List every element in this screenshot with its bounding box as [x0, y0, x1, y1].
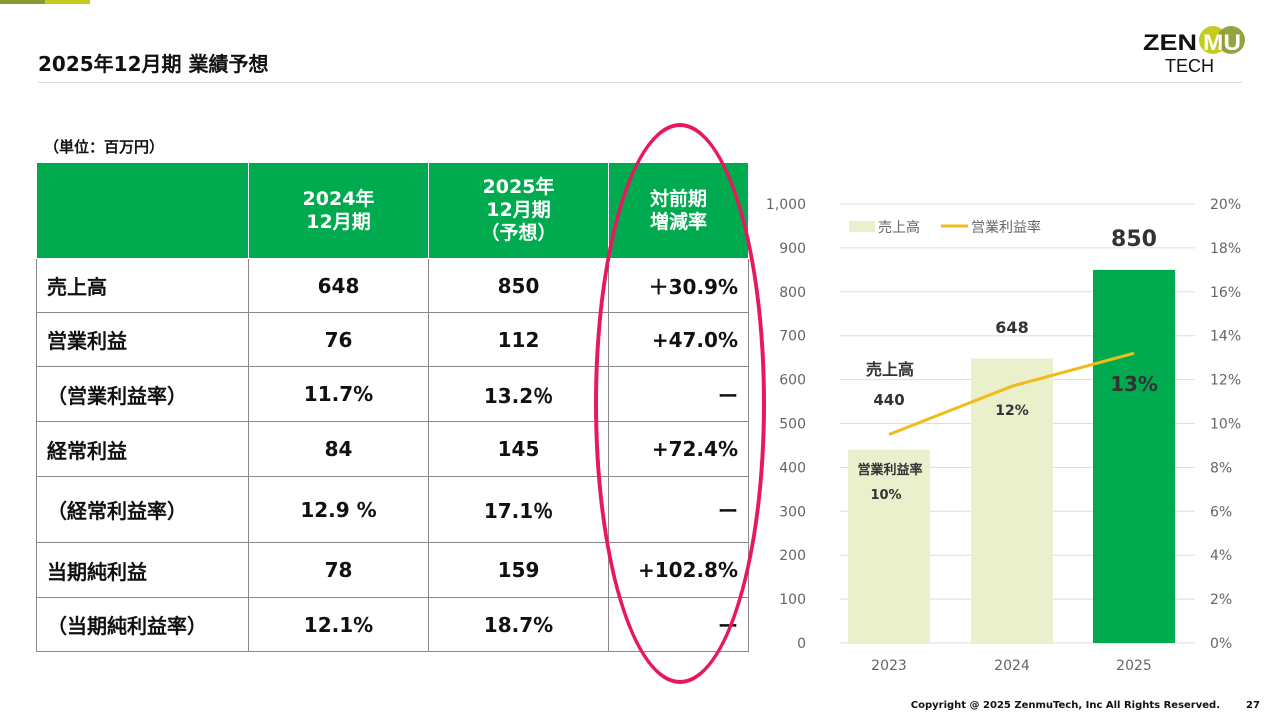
- right-tick-label: 6%: [1210, 504, 1232, 520]
- divider: [38, 82, 1242, 83]
- cell-label: 営業利益: [36, 312, 249, 367]
- accent-bar: [45, 0, 90, 4]
- zenmu-logo: ZEN MU TECH: [1143, 26, 1245, 76]
- cell-y2025: 145: [428, 421, 609, 477]
- right-tick-label: 8%: [1210, 460, 1232, 476]
- right-tick-label: 20%: [1210, 197, 1241, 213]
- x-tick-label: 2023: [871, 658, 907, 674]
- left-tick-label: 900: [779, 241, 806, 257]
- right-tick-label: 4%: [1210, 548, 1232, 564]
- left-tick-label: 200: [779, 548, 806, 564]
- bar-2023: [848, 449, 930, 643]
- right-tick-label: 16%: [1210, 285, 1241, 301]
- legend-label-margin: 営業利益率: [971, 219, 1041, 236]
- right-tick-label: 12%: [1210, 373, 1241, 389]
- legend-label-sales: 売上高: [878, 219, 920, 236]
- cell-y2025: 850: [428, 258, 609, 313]
- cell-y2024: 12.9 %: [248, 476, 429, 543]
- cell-y2025: 17.1％: [428, 476, 609, 543]
- unit-label: （単位：百万円）: [44, 138, 165, 156]
- bar-2025: [1093, 269, 1175, 643]
- copyright: Copyright @ 2025 ZenmuTech, Inc All Righ…: [910, 700, 1220, 711]
- rate-value-label: 13%: [1110, 372, 1158, 396]
- annotation-sales: 売上高: [866, 360, 914, 379]
- svg-text:TECH: TECH: [1165, 56, 1214, 76]
- bar-value-label: 440: [873, 391, 904, 409]
- left-tick-label: 800: [779, 285, 806, 301]
- cell-y2025: 112: [428, 312, 609, 367]
- bar-value-label: 850: [1111, 227, 1157, 252]
- header-cell: [36, 162, 249, 259]
- left-tick-label: 100: [779, 592, 806, 608]
- cell-y2024: 78: [248, 542, 429, 598]
- header-cell: 2024年 12月期: [248, 162, 429, 259]
- cell-label: （営業利益率）: [36, 366, 249, 422]
- cell-y2024: 12.1%: [248, 597, 429, 652]
- rate-value-label: 12%: [995, 403, 1029, 419]
- bar-value-label: 648: [995, 318, 1028, 337]
- cell-label: 経常利益: [36, 421, 249, 477]
- right-tick-label: 10%: [1210, 417, 1241, 433]
- right-tick-label: 18%: [1210, 241, 1241, 257]
- left-tick-label: 1,000: [766, 197, 806, 213]
- svg-text:MU: MU: [1203, 30, 1241, 55]
- cell-label: （当期純利益率）: [36, 597, 249, 652]
- svg-text:ZEN: ZEN: [1143, 30, 1197, 55]
- bar-2024: [971, 358, 1053, 643]
- cell-y2025: 18.7%: [428, 597, 609, 652]
- left-tick-label: 700: [779, 329, 806, 345]
- legend-swatch-sales: [849, 221, 875, 232]
- header-cell: 2025年 12月期 （予想）: [428, 162, 609, 259]
- page-number: 27: [1246, 700, 1260, 711]
- table-header-row: 2024年 12月期 2025年 12月期 （予想） 対前期 増減率: [36, 162, 749, 259]
- left-tick-label: 0: [797, 636, 806, 652]
- cell-y2024: 648: [248, 258, 429, 313]
- rate-value-label: 10%: [870, 488, 901, 503]
- right-tick-label: 2%: [1210, 592, 1232, 608]
- annotation-op-margin: 営業利益率: [857, 462, 922, 478]
- right-tick-label: 14%: [1210, 329, 1241, 345]
- page-title: 2025年12月期 業績予想: [38, 52, 269, 76]
- left-tick-label: 300: [779, 504, 806, 520]
- x-tick-label: 2024: [994, 658, 1030, 674]
- cell-y2024: 11.7%: [248, 366, 429, 422]
- left-tick-label: 600: [779, 373, 806, 389]
- highlight-oval: [594, 123, 766, 684]
- x-tick-label: 2025: [1116, 658, 1152, 674]
- op-margin-line: [888, 351, 1135, 436]
- left-tick-label: 500: [779, 417, 806, 433]
- accent-bar: [0, 0, 45, 4]
- left-tick-label: 400: [779, 460, 806, 476]
- right-tick-label: 0%: [1210, 636, 1232, 652]
- cell-label: 売上高: [36, 258, 249, 313]
